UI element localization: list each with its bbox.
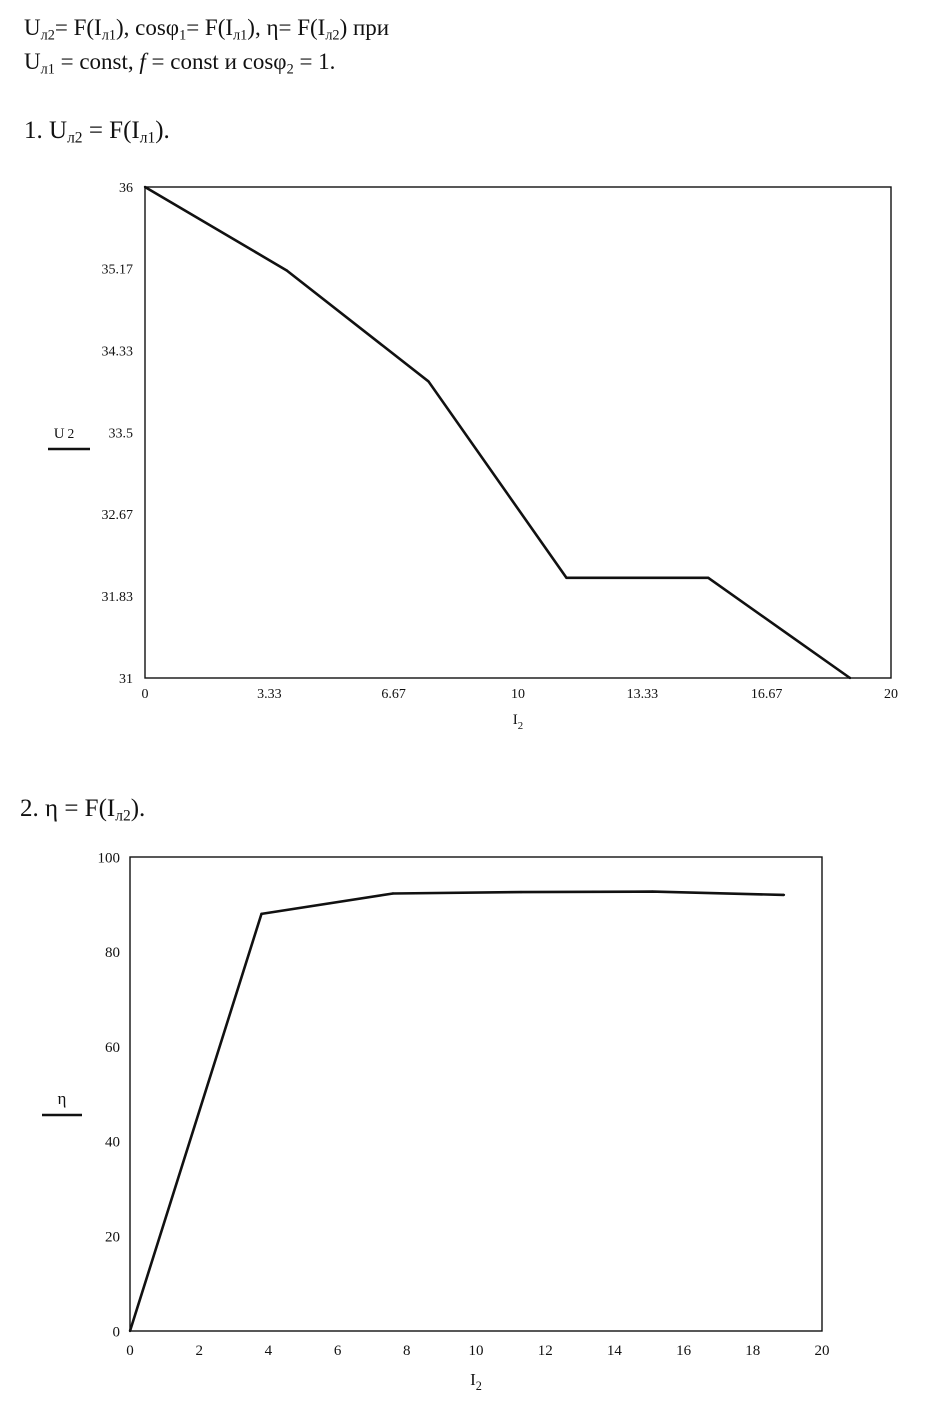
y-tick-label: 35.17 xyxy=(102,263,134,278)
series-point xyxy=(848,676,852,680)
section-1-title: 1. Uл2 = F(Iл1). xyxy=(24,118,170,146)
series-line xyxy=(144,185,851,680)
series-point xyxy=(519,890,523,894)
series-point xyxy=(565,576,568,580)
x-tick-label: 12 xyxy=(538,1343,553,1359)
x-axis-label-sub: 2 xyxy=(518,720,523,732)
plot-frame xyxy=(129,856,823,1332)
header-line-1-segment: ), cosφ xyxy=(115,15,180,40)
x-tick-label: 13.33 xyxy=(627,687,659,702)
y-tick-label: 20 xyxy=(105,1229,120,1245)
y-tick-label: 40 xyxy=(105,1135,120,1151)
series-line xyxy=(128,890,784,1332)
x-tick-label: 18 xyxy=(745,1343,760,1359)
x-tick-label: 20 xyxy=(884,687,898,702)
header-line-1-segment: = F(I xyxy=(186,15,234,40)
header-line-1-segment: л2 xyxy=(325,27,340,44)
x-tick-label: 20 xyxy=(815,1343,830,1359)
series-point xyxy=(782,893,786,897)
section-1-title-segment: ). xyxy=(155,117,170,144)
series-point xyxy=(128,1329,132,1333)
header-line-1-segment: = F(I xyxy=(54,15,102,40)
section-1-title-segment: л2 xyxy=(67,129,83,147)
section-2-title-segment: 2. η = F(I xyxy=(20,795,116,822)
header-line-2-segment: = 1. xyxy=(293,49,336,74)
x-tick-label: 8 xyxy=(403,1343,411,1359)
section-2-title-segment: л2 xyxy=(115,807,131,825)
section-1-title-segment: л1 xyxy=(139,129,156,147)
x-tick-label: 10 xyxy=(469,1343,484,1359)
series-point xyxy=(427,380,430,383)
y-tick-label: 32.67 xyxy=(102,508,134,523)
x-tick-label: 10 xyxy=(511,687,525,702)
x-axis-label: I2 xyxy=(470,1370,482,1393)
plot-frame xyxy=(144,186,892,679)
x-tick-label: 3.33 xyxy=(257,687,282,702)
x-tick-label: 6 xyxy=(334,1343,342,1359)
series-point xyxy=(707,576,710,580)
header-line-2: Uл1 = const, f = const и cosφ2 = 1. xyxy=(24,50,335,77)
y-tick-label: 60 xyxy=(105,1040,120,1056)
y-tick-label: 31.83 xyxy=(102,590,134,605)
header-line-2-segment: = const и cosφ xyxy=(145,49,287,74)
x-tick-label: 14 xyxy=(607,1343,623,1359)
section-1-title-segment: 1. U xyxy=(24,117,68,144)
x-tick-label: 0 xyxy=(142,687,149,702)
header-line-1-segment: ) при xyxy=(339,15,390,40)
section-2-title-segment: ). xyxy=(130,795,146,822)
series-point xyxy=(391,892,395,895)
y-tick-label: 36 xyxy=(119,181,133,196)
series-point xyxy=(260,912,263,916)
x-tick-label: 2 xyxy=(195,1343,203,1359)
x-tick-label: 0 xyxy=(126,1343,134,1359)
series-point xyxy=(285,269,288,272)
header-line-1-segment: U xyxy=(24,15,41,40)
header-line-2-segment: U xyxy=(24,49,41,74)
x-tick-label: 16.67 xyxy=(751,687,783,702)
y-axis-label-sub: 2 xyxy=(68,426,75,441)
header-line-2-segment: f xyxy=(139,49,146,74)
x-axis-label-sub: 2 xyxy=(476,1379,482,1393)
header-line-2-segment: 2 xyxy=(286,61,294,78)
y-tick-label: 100 xyxy=(98,850,121,866)
header-line-1-segment: л1 xyxy=(233,27,248,44)
header-line-2-segment: л1 xyxy=(40,61,55,78)
header-line-1-segment: ), η= F(I xyxy=(247,15,326,40)
series-point xyxy=(651,890,654,893)
y-tick-label: 0 xyxy=(113,1324,121,1340)
header-line-1-segment: л2 xyxy=(40,27,55,44)
header-line-2-segment: = const, xyxy=(54,49,140,74)
y-tick-label: 34.33 xyxy=(102,345,134,360)
y-tick-label: 33.5 xyxy=(109,426,134,441)
y-axis-label: η xyxy=(58,1089,67,1108)
series-point xyxy=(143,185,147,189)
section-1-title-segment: = F(I xyxy=(82,117,140,144)
chart-efficiency-vs-current: 0 2 4 6 8 10 12 14 16 18 20 0 20 40 60 80 100 I2 η xyxy=(42,850,830,1393)
x-tick-label: 6.67 xyxy=(381,687,406,702)
x-axis-label: I2 xyxy=(513,712,523,732)
header-line-1: Uл2= F(Iл1), cosφ1= F(Iл1), η= F(Iл2) пр… xyxy=(24,16,389,43)
header-line-1-segment: л1 xyxy=(101,27,116,44)
y-tick-label: 80 xyxy=(105,945,120,961)
x-tick-label: 4 xyxy=(265,1343,273,1359)
section-2-title: 2. η = F(Iл2). xyxy=(20,796,145,824)
y-tick-label: 31 xyxy=(119,672,133,687)
header-line-1-segment: 1 xyxy=(179,27,187,44)
x-tick-label: 16 xyxy=(676,1343,692,1359)
chart-voltage-vs-current: 0 3.33 6.67 10 13.33 16.67 20 31 31.83 32.67 33.5 3… xyxy=(48,181,898,732)
